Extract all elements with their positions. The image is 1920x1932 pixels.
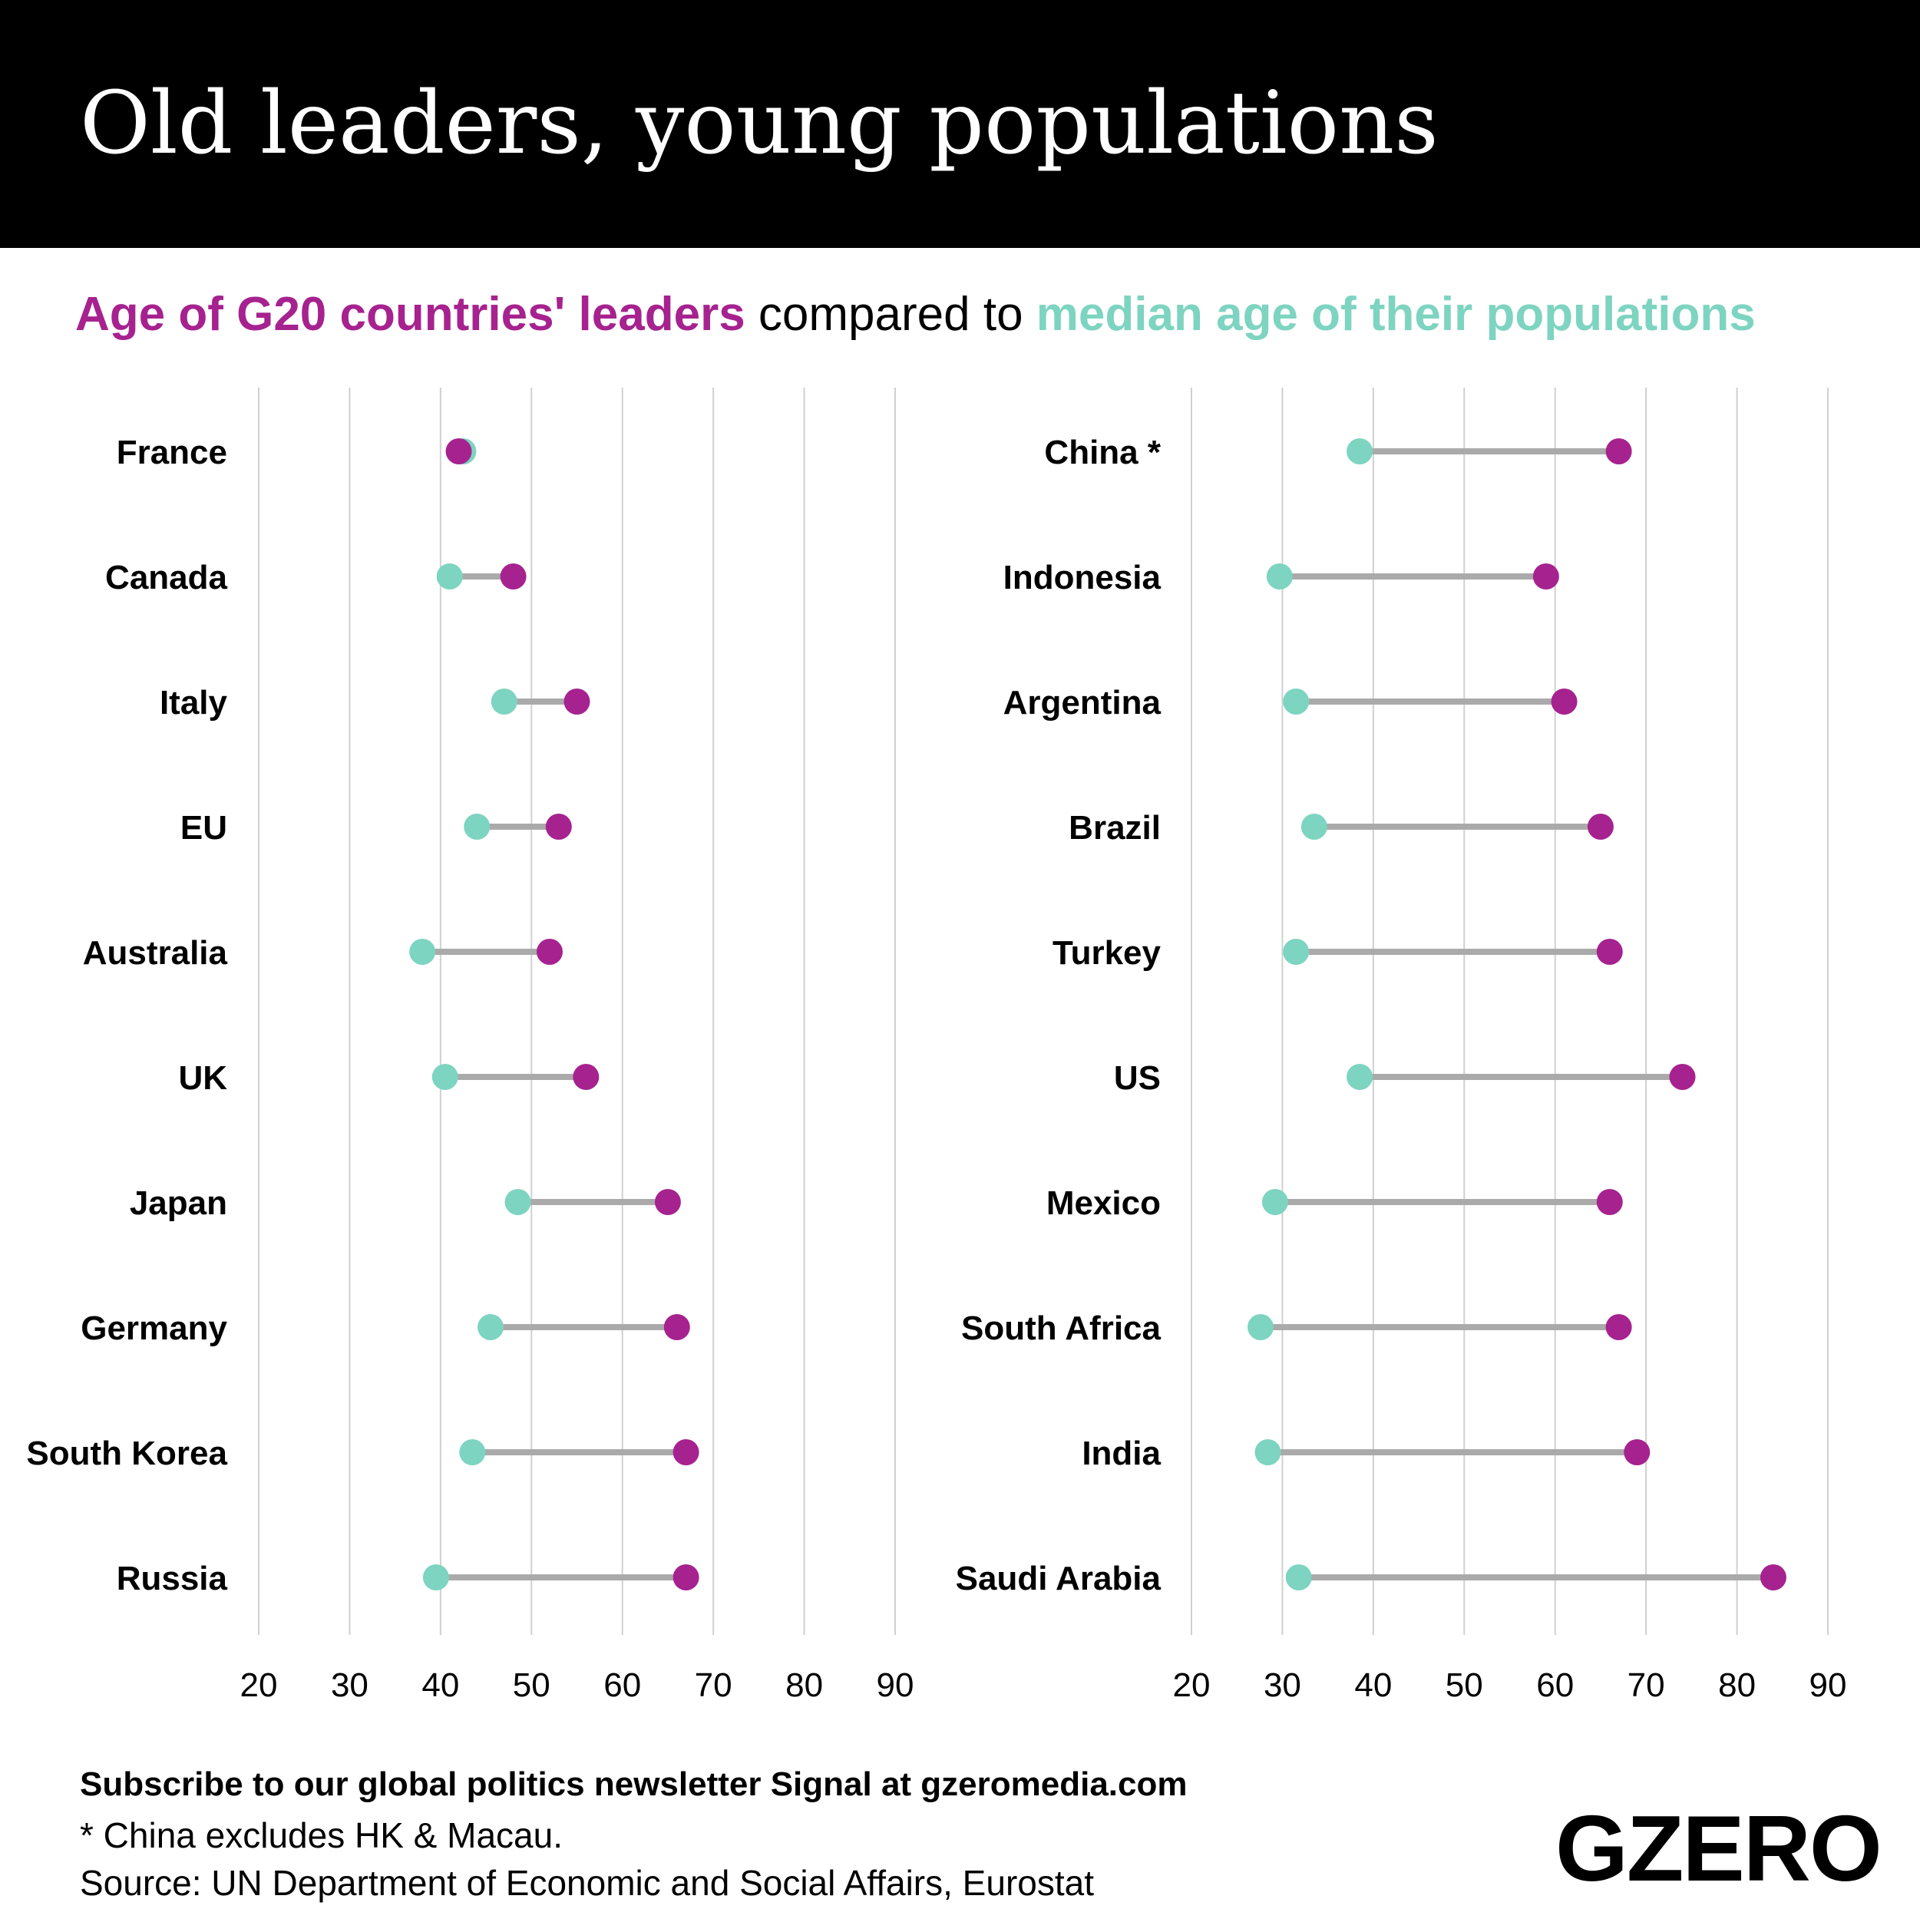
leader-age-dot <box>536 939 563 965</box>
country-label: Argentina <box>1003 684 1162 722</box>
x-tick-label: 40 <box>421 1666 459 1704</box>
country-label: South Africa <box>961 1309 1161 1347</box>
country-label: EU <box>180 809 227 847</box>
subtitle-leader-part: Age of G20 countries' leaders <box>75 288 745 341</box>
median-age-dot <box>1248 1314 1274 1340</box>
leader-age-dot <box>1624 1439 1651 1465</box>
x-tick-label: 20 <box>1173 1666 1211 1704</box>
leader-age-dot <box>1605 438 1632 464</box>
gzero-logo: GZERO <box>1555 1796 1882 1901</box>
median-age-dot <box>1283 939 1310 965</box>
leader-age-dot <box>654 1189 681 1215</box>
chart-subtitle: Age of G20 countries' leaders compared t… <box>75 287 1756 342</box>
leader-age-dot <box>545 814 572 840</box>
country-label: Canada <box>105 559 227 596</box>
country-label: South Korea <box>26 1435 227 1472</box>
leader-age-dot <box>1605 1314 1632 1340</box>
median-age-dot <box>1347 1064 1373 1090</box>
x-tick-label: 80 <box>785 1666 823 1704</box>
leader-age-dot <box>1596 1189 1623 1215</box>
footnote: * China excludes HK & Macau. <box>80 1815 563 1855</box>
x-tick-label: 60 <box>603 1666 641 1704</box>
footer: Subscribe to our global politics newslet… <box>80 1765 1188 1910</box>
x-tick-label: 70 <box>1628 1666 1665 1704</box>
country-label: India <box>1082 1435 1161 1472</box>
country-label: Saudi Arabia <box>956 1560 1162 1597</box>
median-age-dot <box>409 939 436 965</box>
leader-age-dot <box>1760 1564 1786 1590</box>
median-age-dot <box>431 1064 458 1090</box>
country-label: Turkey <box>1053 934 1162 972</box>
leader-age-dot <box>1532 563 1559 590</box>
country-label: Indonesia <box>1003 559 1162 596</box>
leader-age-dot <box>672 1564 699 1590</box>
subtitle-median-part: median age of their populations <box>1036 288 1756 341</box>
median-age-dot <box>477 1314 504 1340</box>
leader-age-dot <box>1587 814 1614 840</box>
header-bar: Old leaders, young populations <box>0 0 1920 248</box>
leader-age-dot <box>1551 689 1578 715</box>
leader-age-dot <box>500 563 527 590</box>
median-age-dot <box>1283 689 1310 715</box>
median-age-dot <box>422 1564 449 1590</box>
median-age-dot <box>1261 1189 1288 1215</box>
country-label: US <box>1114 1059 1161 1097</box>
leader-age-dot <box>573 1064 600 1090</box>
country-label: France <box>117 434 227 471</box>
x-tick-label: 50 <box>1446 1666 1483 1704</box>
country-label: Japan <box>130 1184 227 1222</box>
x-tick-label: 30 <box>1264 1666 1301 1704</box>
x-tick-label: 80 <box>1718 1666 1756 1704</box>
source-line: Source: UN Department of Economic and So… <box>80 1863 1094 1903</box>
median-age-dot <box>464 814 491 840</box>
median-age-dot <box>1300 814 1327 840</box>
x-tick-label: 50 <box>513 1666 550 1704</box>
median-age-dot <box>1347 438 1373 464</box>
median-age-dot <box>1285 1564 1312 1590</box>
median-age-dot <box>436 563 463 590</box>
country-label: UK <box>178 1059 227 1097</box>
x-tick-label: 30 <box>331 1666 368 1704</box>
country-label: Brazil <box>1069 809 1161 847</box>
country-label: Germany <box>81 1309 227 1347</box>
country-label: Italy <box>160 684 228 722</box>
x-tick-label: 20 <box>240 1666 278 1704</box>
x-tick-label: 90 <box>1809 1666 1847 1704</box>
chart-title: Old leaders, young populations <box>80 74 1439 173</box>
median-age-dot <box>491 689 517 715</box>
leader-age-dot <box>1669 1064 1696 1090</box>
median-age-dot <box>504 1189 531 1215</box>
dumbbell-chart: 20 30 40 50 60 70 80 90 France Canada Italy EU Austr… <box>26 388 1847 1704</box>
x-tick-label: 40 <box>1354 1666 1392 1704</box>
median-age-dot <box>459 1439 486 1465</box>
leader-age-dot <box>563 689 590 715</box>
newsletter-promo: Subscribe to our global politics newslet… <box>80 1765 1188 1803</box>
leader-age-dot <box>445 438 472 464</box>
leader-age-dot <box>1596 939 1623 965</box>
x-tick-label: 90 <box>877 1666 914 1704</box>
median-age-dot <box>1266 563 1293 590</box>
subtitle-connector-part: compared to <box>745 288 1036 341</box>
country-label: Mexico <box>1046 1184 1161 1222</box>
country-label: China * <box>1044 434 1161 471</box>
median-age-dot <box>1254 1439 1281 1465</box>
x-tick-label: 70 <box>695 1666 732 1704</box>
x-tick-label: 60 <box>1536 1666 1574 1704</box>
country-label: Australia <box>83 934 228 972</box>
country-label: Russia <box>117 1560 228 1597</box>
leader-age-dot <box>672 1439 699 1465</box>
leader-age-dot <box>663 1314 690 1340</box>
